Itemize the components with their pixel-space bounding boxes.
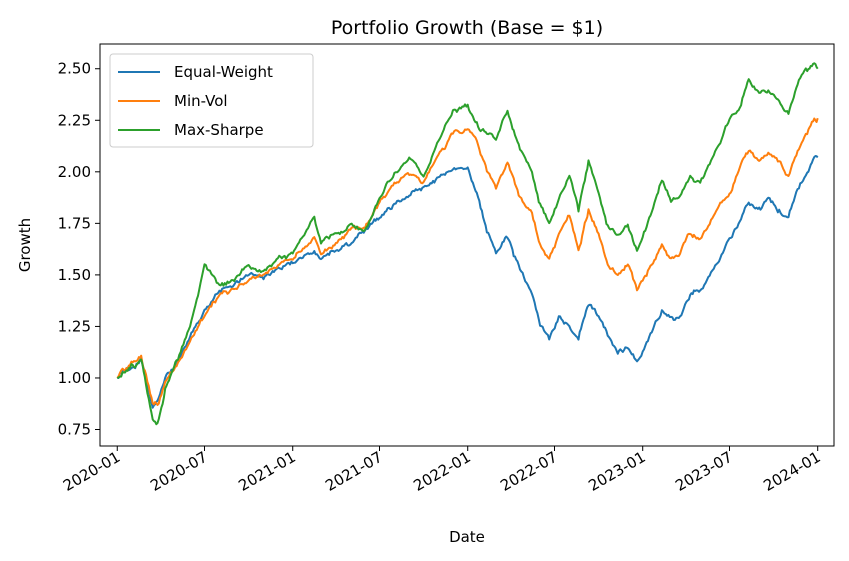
series-line-max-sharpe: [116, 62, 819, 426]
series-line-equal-weight: [117, 155, 819, 409]
y-axis-ticks: 0.75 1.00 1.25 1.50 1.75 2.00 2.25 2.50: [58, 60, 100, 439]
y-tick-label: 2.00: [58, 163, 91, 181]
plot-lines: [116, 62, 819, 426]
y-axis-label: Growth: [16, 218, 34, 272]
legend-label: Equal-Weight: [174, 63, 273, 81]
y-tick-label: 2.25: [58, 111, 91, 129]
y-tick-label: 1.00: [58, 369, 91, 387]
y-tick-label: 1.50: [58, 266, 91, 284]
legend-label: Max-Sharpe: [174, 121, 264, 139]
legend: Equal-Weight Min-Vol Max-Sharpe: [109, 53, 314, 148]
legend-label: Min-Vol: [174, 92, 228, 110]
y-tick-label: 1.75: [58, 214, 91, 232]
y-tick-label: 0.75: [58, 421, 91, 439]
chart-title: Portfolio Growth (Base = $1): [331, 17, 603, 39]
y-tick-label: 1.25: [58, 317, 91, 335]
series-line-min-vol: [116, 117, 819, 406]
x-axis-label: Date: [449, 528, 485, 546]
legend-frame: [109, 53, 314, 148]
plot-frame: [99, 43, 835, 447]
y-tick-label: 2.50: [58, 60, 91, 78]
